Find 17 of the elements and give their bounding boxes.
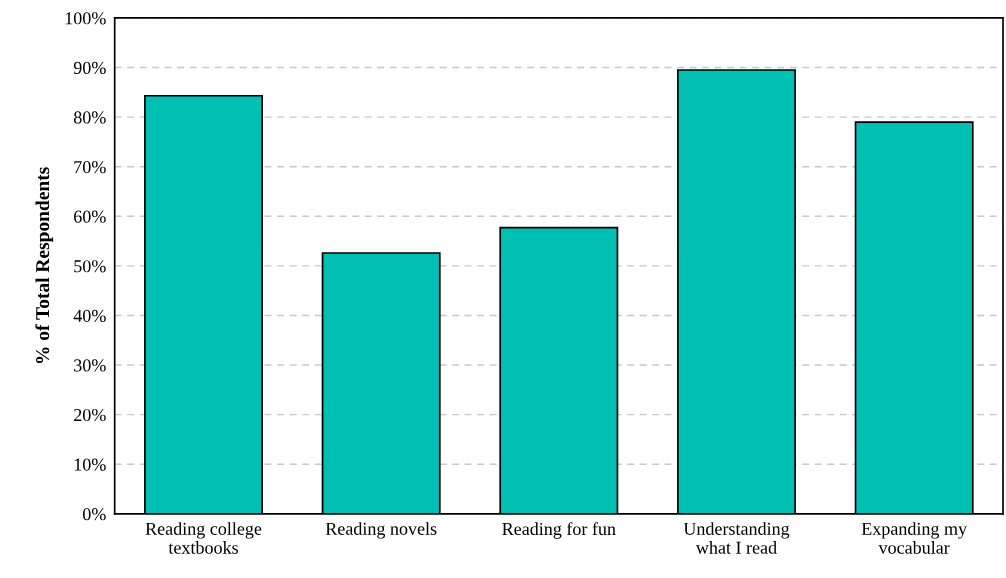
y-tick-label: 40% <box>73 309 106 322</box>
y-tick-label: 100% <box>65 12 106 25</box>
y-tick-label: 20% <box>74 408 106 422</box>
y-tick-label: 60% <box>74 210 106 223</box>
y-axis-title: % of Total Respondents <box>35 167 54 364</box>
y-tick-label: 90% <box>73 61 106 75</box>
x-tick-label: Understanding what I read <box>683 522 790 554</box>
y-tick-label: 80% <box>73 111 106 124</box>
x-tick-label: Reading college textbooks <box>145 522 262 554</box>
y-tick-label: 50% <box>74 260 106 273</box>
x-tick-label: Expanding my vocabular <box>861 522 967 554</box>
y-tick-label: 10% <box>74 458 106 471</box>
y-tick-label: 0% <box>82 508 106 521</box>
y-tick-label: 30% <box>74 359 106 372</box>
x-tick-label: Reading for fun <box>502 522 616 539</box>
y-tick-label: 70% <box>74 160 106 174</box>
x-tick-label: Reading novels <box>325 522 437 539</box>
